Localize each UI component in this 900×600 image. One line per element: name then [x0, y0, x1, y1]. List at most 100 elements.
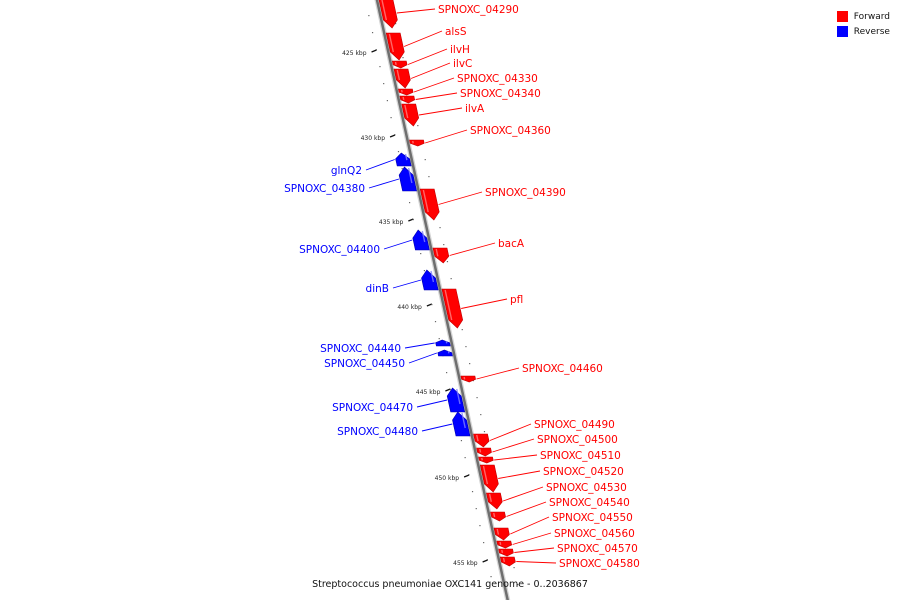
gene-label[interactable]: SPNOXC_04330 [457, 73, 538, 85]
gene-label[interactable]: SPNOXC_04570 [557, 543, 638, 555]
gene-feature[interactable] [496, 540, 513, 549]
minor-tick [368, 15, 370, 17]
gene-feature[interactable] [419, 188, 440, 221]
gene-arrow[interactable] [391, 60, 408, 69]
gene-arrow[interactable] [395, 152, 412, 167]
gene-label[interactable]: alsS [445, 26, 467, 38]
gene-feature[interactable] [452, 411, 471, 437]
gene-feature[interactable] [409, 139, 425, 147]
gene-label[interactable]: SPNOXC_04450 [324, 358, 405, 370]
tick-label: 435 kbp [379, 219, 404, 226]
gene-feature[interactable] [479, 464, 499, 493]
gene-label[interactable]: ilvC [453, 58, 472, 70]
minor-tick [383, 83, 385, 85]
gene-label[interactable]: SPNOXC_04530 [546, 482, 627, 494]
gene-highlight [482, 465, 489, 485]
gene-arrow[interactable] [399, 95, 416, 104]
gene-feature[interactable] [393, 68, 411, 89]
major-tick [482, 559, 488, 563]
minor-tick [412, 219, 414, 221]
gene-label[interactable]: SPNOXC_04340 [460, 88, 541, 100]
gene-arrow[interactable] [409, 139, 425, 147]
minor-tick [417, 125, 419, 127]
gene-highlight [502, 557, 506, 563]
gene-label[interactable]: SPNOXC_04560 [554, 528, 635, 540]
gene-label[interactable]: SPNOXC_04540 [549, 497, 630, 509]
gene-feature[interactable] [437, 349, 453, 357]
gene-arrow[interactable] [435, 339, 451, 347]
gene-connector [489, 423, 532, 441]
minor-tick [476, 397, 478, 399]
minor-tick [394, 134, 396, 136]
minor-tick [475, 508, 477, 510]
gene-arrow[interactable] [398, 166, 417, 192]
gene-label[interactable]: SPNOXC_04550 [552, 512, 633, 524]
gene-feature[interactable] [391, 60, 408, 69]
legend-forward-label: Forward [853, 11, 890, 22]
gene-arrow[interactable] [437, 349, 453, 357]
gene-arrow[interactable] [499, 556, 516, 567]
gene-label[interactable]: SPNOXC_04400 [299, 244, 380, 256]
gene-feature[interactable] [399, 95, 416, 104]
gene-arrow[interactable] [490, 511, 506, 522]
gene-arrow[interactable] [412, 229, 430, 251]
gene-feature[interactable] [486, 492, 503, 510]
legend-forward: Forward [836, 9, 890, 24]
gene-label[interactable]: SPNOXC_04290 [438, 4, 519, 16]
gene-label[interactable]: bacA [498, 238, 525, 250]
gene-arrow[interactable] [421, 269, 439, 291]
gene-feature[interactable] [441, 288, 464, 329]
gene-highlight [402, 96, 405, 100]
gene-feature[interactable] [478, 456, 494, 464]
gene-feature[interactable] [498, 548, 514, 557]
gene-label[interactable]: SPNOXC_04470 [332, 402, 413, 414]
gene-label[interactable]: SPNOXC_04390 [485, 187, 566, 199]
gene-label[interactable]: SPNOXC_04480 [337, 426, 418, 438]
gene-label[interactable]: SPNOXC_04380 [284, 183, 365, 195]
gene-feature[interactable] [412, 229, 430, 251]
gene-feature[interactable] [473, 433, 490, 448]
gene-label[interactable]: SPNOXC_04490 [534, 419, 615, 431]
gene-feature[interactable] [398, 88, 414, 96]
gene-label[interactable]: dinB [366, 283, 389, 295]
gene-feature[interactable] [395, 152, 412, 167]
gene-arrow[interactable] [452, 411, 471, 437]
gene-feature[interactable] [499, 556, 516, 567]
gene-arrow[interactable] [476, 447, 492, 457]
gene-feature[interactable] [435, 339, 451, 347]
major-tick [389, 134, 396, 138]
gene-feature[interactable] [460, 375, 476, 383]
gene-label[interactable]: SPNOXC_04520 [543, 466, 624, 478]
gene-arrow[interactable] [498, 548, 514, 557]
gene-feature[interactable] [385, 32, 405, 61]
gene-arrow[interactable] [478, 456, 494, 464]
gene-feature[interactable] [476, 447, 492, 457]
minor-tick [483, 431, 486, 433]
minor-tick [386, 100, 388, 102]
gene-label[interactable]: SPNOXC_04510 [540, 450, 621, 462]
gene-arrow[interactable] [496, 540, 513, 549]
gene-feature[interactable] [398, 166, 417, 192]
map-caption: Streptococcus pneumoniae OXC141 genome -… [312, 579, 588, 590]
gene-label[interactable]: pfl [510, 294, 523, 306]
gene-feature[interactable] [432, 247, 450, 264]
gene-label[interactable]: ilvH [450, 44, 470, 56]
gene-label[interactable]: SPNOXC_04460 [522, 363, 603, 375]
gene-feature[interactable] [490, 511, 506, 522]
gene-highlight [447, 350, 450, 354]
gene-label[interactable]: ilvA [465, 103, 485, 115]
gene-feature[interactable] [401, 103, 420, 127]
minor-tick [461, 329, 463, 331]
gene-highlight [388, 33, 395, 53]
minor-tick [439, 227, 441, 229]
gene-label[interactable]: SPNOXC_04500 [537, 434, 618, 446]
gene-label[interactable]: glnQ2 [331, 165, 362, 177]
gene-label[interactable]: SPNOXC_04440 [320, 343, 401, 355]
gene-feature[interactable] [378, 0, 398, 29]
gene-feature[interactable] [493, 527, 510, 541]
gene-arrow[interactable] [398, 88, 414, 96]
gene-label[interactable]: SPNOXC_04360 [470, 125, 551, 137]
gene-feature[interactable] [421, 269, 439, 291]
minor-tick [465, 346, 467, 348]
gene-label[interactable]: SPNOXC_04580 [559, 558, 640, 570]
